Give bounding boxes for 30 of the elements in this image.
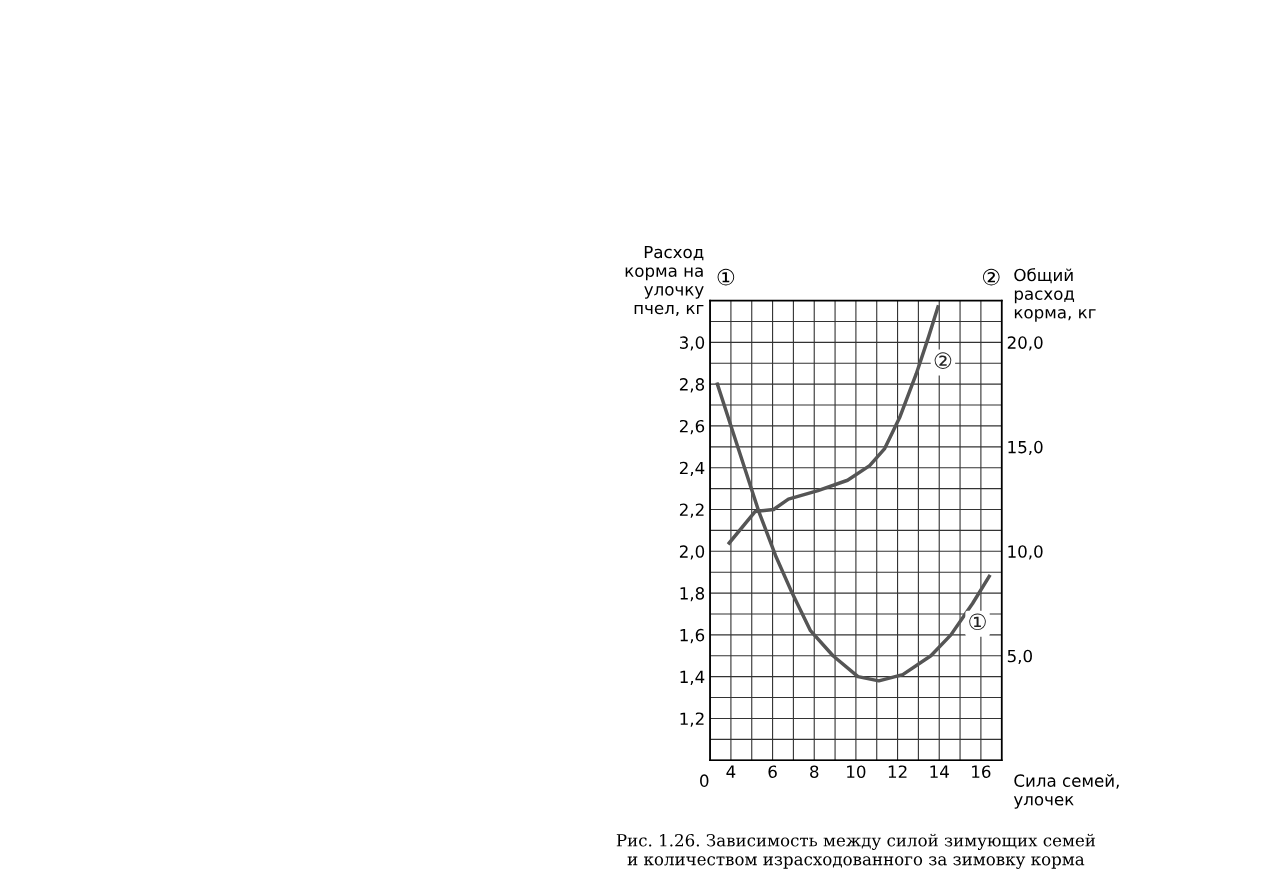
x-tick-label: 4 (726, 765, 736, 778)
x-axis-title: Сила семей, улочек (1013, 774, 1119, 809)
y-tick-label: 2,0 (679, 545, 705, 560)
text: ① (717, 268, 735, 286)
y-tick-label: 2,8 (679, 378, 705, 393)
text: ② (982, 268, 1000, 286)
x-tick-label: 6 (768, 765, 777, 778)
y-tick-label: 1,6 (680, 628, 705, 644)
y2-tick-label: 20,0 (1007, 336, 1043, 351)
y-tick-label: 3,0 (679, 336, 705, 351)
y-tick-label: 1,4 (680, 670, 705, 685)
series-label: ① (969, 613, 986, 631)
x-tick-label: 14 (930, 765, 949, 778)
text: Рис. 1.26. Зависимость между силой зимующих семей и количеством израсходованного за зимовку корма (616, 833, 1096, 869)
y-tick-label: 2,4 (679, 461, 705, 476)
y-tick-label: 1,2 (680, 712, 704, 727)
x-tick-label: 10 (847, 765, 866, 778)
y-axis-title: Расход корма на улочку пчел, кг (625, 245, 704, 316)
x-tick-label: 12 (888, 765, 907, 778)
x-tick-label: 16 (972, 765, 991, 778)
y-tick-label: 2,2 (679, 503, 704, 518)
y2-axis-title: Общий расход корма, кг (1014, 268, 1096, 322)
y-tick-label: 1,8 (680, 587, 705, 602)
x-tick-label: 8 (810, 765, 819, 778)
y2-tick-label: 15,0 (1008, 440, 1043, 456)
y-tick-label: 2,6 (679, 419, 705, 435)
y2-tick-label: 5,0 (1007, 649, 1032, 665)
text: 0 (700, 774, 709, 787)
y2-tick-label: 10,0 (1008, 545, 1043, 560)
series-label: ② (934, 352, 952, 369)
